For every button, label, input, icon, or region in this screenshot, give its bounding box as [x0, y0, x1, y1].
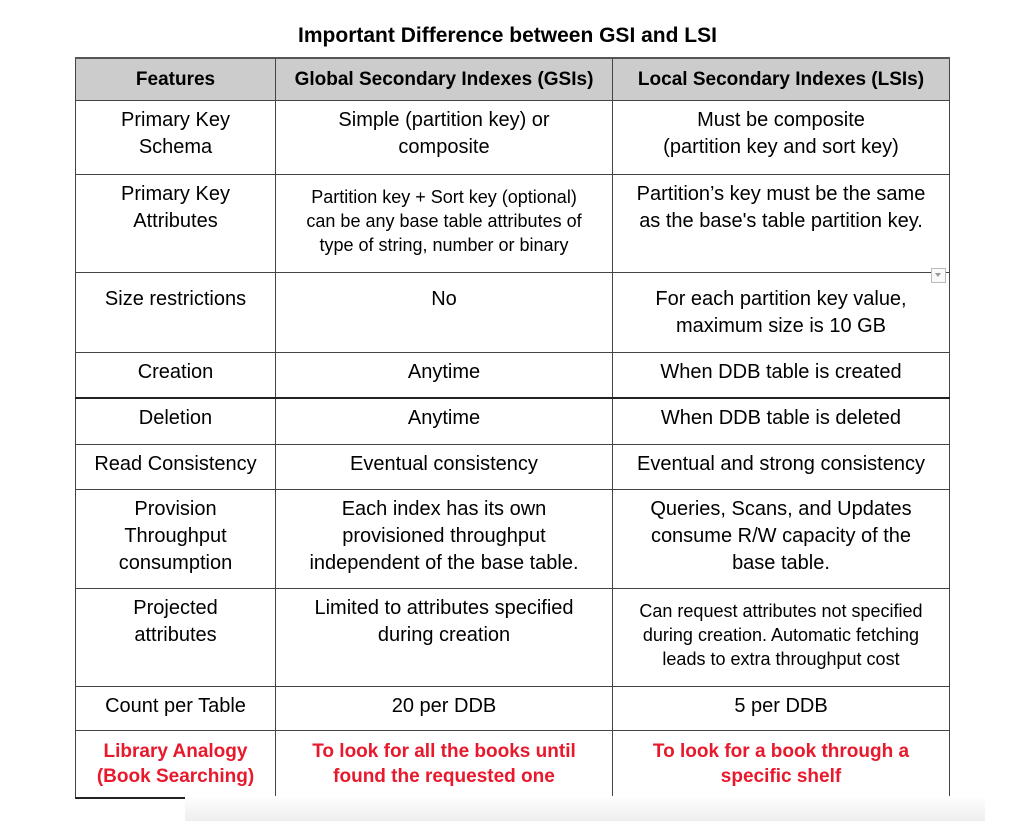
- feature-cell: Read Consistency: [75, 444, 276, 490]
- table-row: Primary Key Attributes Partition key + S…: [75, 174, 950, 273]
- lsi-cell: For each partition key value, maximum si…: [612, 272, 950, 353]
- feature-cell: Size restrictions: [75, 272, 276, 353]
- lsi-cell: Eventual and strong consistency: [612, 444, 950, 490]
- cell-dropdown-icon[interactable]: [931, 268, 946, 283]
- lsi-cell: To look for a book through a specific sh…: [612, 730, 950, 799]
- table-row: Size restrictions No For each partition …: [75, 272, 950, 353]
- lsi-cell: Can request attributes not specified dur…: [612, 588, 950, 687]
- lsi-cell: Partition’s key must be the same as the …: [612, 174, 950, 273]
- gsi-cell: Anytime: [275, 397, 613, 445]
- header-lsi: Local Secondary Indexes (LSIs): [612, 57, 950, 101]
- gsi-cell: Eventual consistency: [275, 444, 613, 490]
- header-features: Features: [75, 57, 276, 101]
- feature-cell: Projected attributes: [75, 588, 276, 687]
- table-row: Creation Anytime When DDB table is creat…: [75, 352, 950, 399]
- gsi-cell: Simple (partition key) or composite: [275, 100, 613, 175]
- page-title: Important Difference between GSI and LSI: [298, 24, 717, 47]
- lsi-cell: 5 per DDB: [612, 686, 950, 731]
- comparison-table: Features Global Secondary Indexes (GSIs)…: [75, 57, 950, 799]
- table-row: Read Consistency Eventual consistency Ev…: [75, 444, 950, 490]
- feature-cell: Creation: [75, 352, 276, 399]
- page-shadow: [185, 796, 985, 821]
- lsi-cell: When DDB table is created: [612, 352, 950, 399]
- lsi-cell: Must be composite (partition key and sor…: [612, 100, 950, 175]
- feature-cell: Primary Key Attributes: [75, 174, 276, 273]
- feature-cell: Library Analogy (Book Searching): [75, 730, 276, 799]
- table-row: Projected attributes Limited to attribut…: [75, 588, 950, 687]
- gsi-cell: Each index has its own provisioned throu…: [275, 489, 613, 589]
- gsi-cell: Limited to attributes specified during c…: [275, 588, 613, 687]
- lsi-cell: Queries, Scans, and Updates consume R/W …: [612, 489, 950, 589]
- feature-cell: Deletion: [75, 397, 276, 445]
- header-gsi: Global Secondary Indexes (GSIs): [275, 57, 613, 101]
- table-row: Count per Table 20 per DDB 5 per DDB: [75, 686, 950, 731]
- feature-cell: Primary Key Schema: [75, 100, 276, 175]
- table-header-row: Features Global Secondary Indexes (GSIs)…: [75, 57, 950, 101]
- gsi-cell: Partition key + Sort key (optional) can …: [275, 174, 613, 273]
- table-row: Provision Throughput consumption Each in…: [75, 489, 950, 589]
- gsi-cell: No: [275, 272, 613, 353]
- table-row-analogy: Library Analogy (Book Searching) To look…: [75, 730, 950, 799]
- table-row: Deletion Anytime When DDB table is delet…: [75, 397, 950, 445]
- feature-cell: Count per Table: [75, 686, 276, 731]
- gsi-cell: To look for all the books until found th…: [275, 730, 613, 799]
- table-row: Primary Key Schema Simple (partition key…: [75, 100, 950, 175]
- gsi-cell: Anytime: [275, 352, 613, 399]
- feature-cell: Provision Throughput consumption: [75, 489, 276, 589]
- lsi-cell: When DDB table is deleted: [612, 397, 950, 445]
- gsi-cell: 20 per DDB: [275, 686, 613, 731]
